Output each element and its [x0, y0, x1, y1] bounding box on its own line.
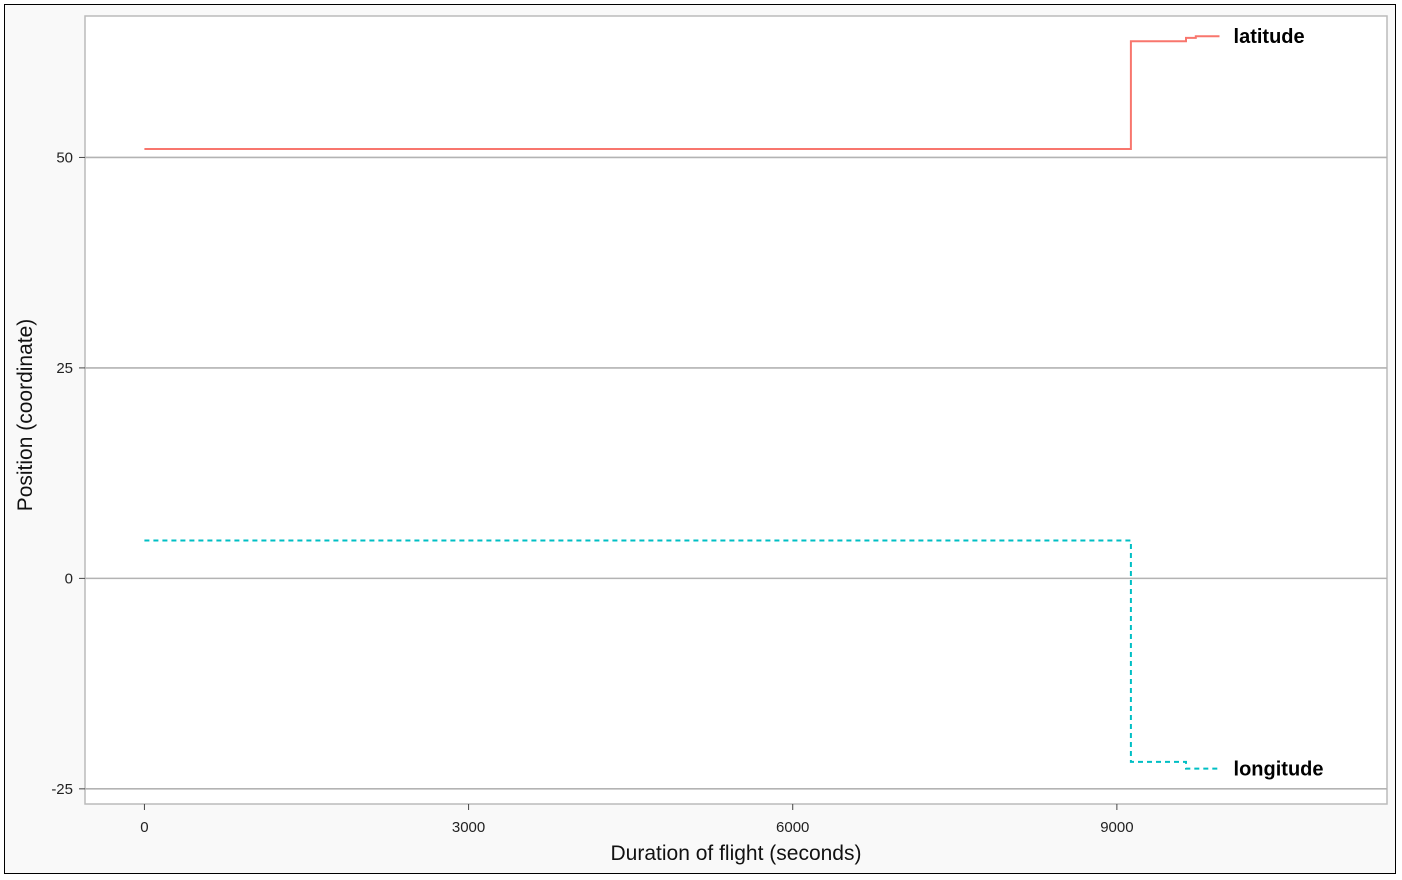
x-tick-label: 6000: [776, 819, 809, 836]
line-chart: 0 3000 6000 9000 -25 0 25 50 latitude longitude…: [14, 15, 1388, 865]
y-tick-label: -25: [51, 781, 73, 798]
x-tick-label: 0: [140, 819, 148, 836]
x-axis-title: Duration of flight (seconds): [611, 842, 862, 865]
y-tick-label: 50: [56, 149, 73, 166]
y-axis-title: Position (coordinate): [14, 319, 37, 512]
x-tick-label: 3000: [452, 819, 485, 836]
y-tick-label: 25: [56, 360, 73, 377]
series-label-latitude: latitude: [1234, 26, 1305, 48]
series-line-latitude: [144, 35, 1220, 150]
y-tick-label: 0: [65, 570, 73, 587]
plot-panel: [84, 15, 1388, 805]
y-axis-ticks: -25 0 25 50: [51, 149, 85, 798]
grid-lines: [85, 156, 1387, 790]
chart-frame: 0 3000 6000 9000 -25 0 25 50 latitude longitude…: [4, 4, 1396, 874]
series-label-longitude: longitude: [1234, 759, 1324, 781]
series-lines: [144, 35, 1220, 770]
x-axis-ticks: 0 3000 6000 9000: [140, 804, 1134, 836]
series-line-longitude: [144, 539, 1220, 770]
series-labels: latitude longitude: [1234, 26, 1324, 780]
x-tick-label: 9000: [1100, 819, 1133, 836]
